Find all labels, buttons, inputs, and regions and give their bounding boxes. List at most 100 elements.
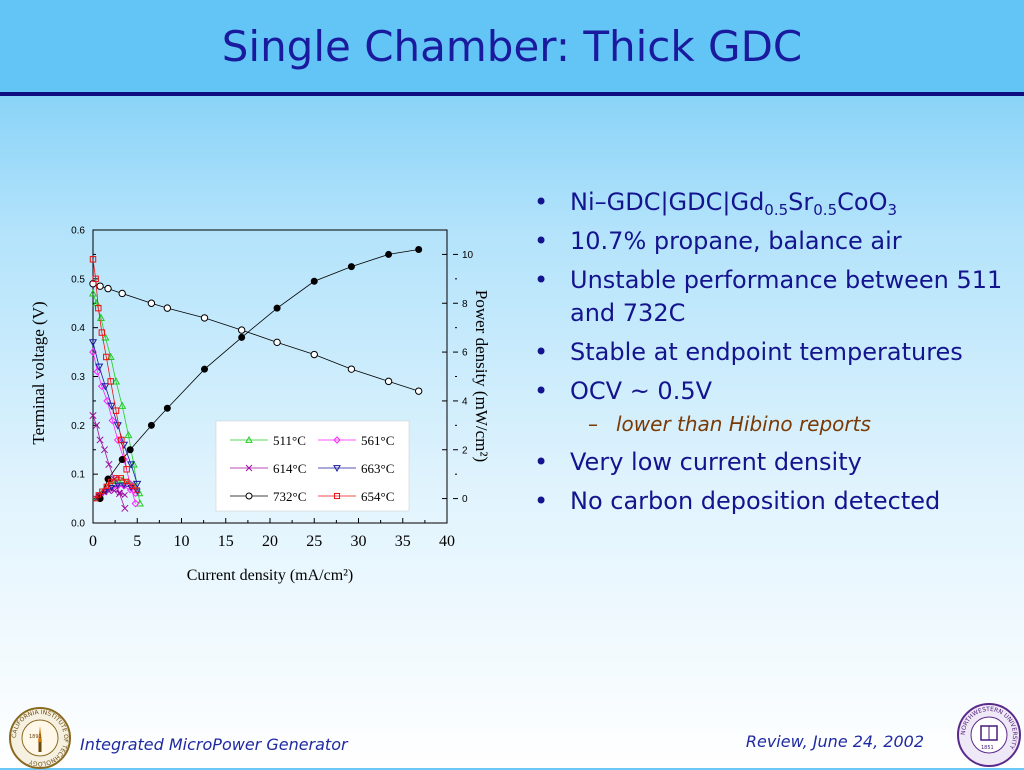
voltage-point-stroke xyxy=(89,412,97,420)
legend-label: 732°C xyxy=(273,489,306,504)
subscript: 0.5 xyxy=(764,201,789,219)
power-point xyxy=(147,421,155,429)
voltage-point xyxy=(111,377,121,385)
voltage-point xyxy=(95,304,102,312)
voltage-point xyxy=(103,353,110,361)
legend-label: 511°C xyxy=(273,433,306,448)
bullet: Unstable performance between 511 and 732… xyxy=(530,264,1020,330)
bullet: 10.7% propane, balance air xyxy=(530,225,1020,258)
voltage-point xyxy=(97,382,106,391)
voltage-point xyxy=(105,460,113,468)
power-point xyxy=(113,475,119,481)
voltage-point xyxy=(163,304,172,312)
x-tick-label: 0 xyxy=(89,533,97,550)
voltage-point-stroke xyxy=(121,504,129,512)
voltage-point xyxy=(124,430,133,439)
voltage-point xyxy=(112,407,120,414)
voltage-point xyxy=(118,401,127,409)
voltage-point xyxy=(93,367,102,376)
voltage-point xyxy=(88,289,98,297)
power-point xyxy=(99,488,105,494)
voltage-point xyxy=(414,387,423,395)
series-0 xyxy=(88,289,144,507)
x-axis-label: Current density (mA/cm²) xyxy=(187,567,354,584)
caltech-seal-year: 1891 xyxy=(29,734,42,740)
sub-bullet: lower than Hibino reports xyxy=(530,410,1020,438)
y2-tick-label: 8 xyxy=(462,299,468,310)
voltage-line xyxy=(92,259,128,470)
legend-marker xyxy=(245,492,253,500)
voltage-point xyxy=(118,436,125,444)
y-tick-label: 0.1 xyxy=(71,470,85,481)
legend-label: 561°C xyxy=(361,433,394,448)
power-point xyxy=(347,263,355,271)
power-point xyxy=(107,478,114,485)
voltage-point xyxy=(113,436,122,444)
voltage-point-stroke xyxy=(105,460,113,468)
voltage-point xyxy=(101,333,110,341)
voltage-point xyxy=(98,329,106,336)
bullet-list: Ni–GDC|GDC|Gd0.5Sr0.5CoO3 10.7% propane, … xyxy=(530,186,1020,524)
legend-label: 614°C xyxy=(273,461,306,476)
y-tick-label: 0.2 xyxy=(71,421,85,432)
power-point xyxy=(95,492,102,498)
voltage-point xyxy=(131,499,140,508)
x-tick-label: 30 xyxy=(351,533,367,550)
power-point xyxy=(126,446,134,454)
series-layer xyxy=(88,246,423,512)
y-tick-label: 0.5 xyxy=(71,274,85,285)
power-point xyxy=(385,250,393,258)
voltage-line xyxy=(92,351,136,504)
y2-tick-label: 2 xyxy=(462,445,468,456)
bullet: Ni–GDC|GDC|Gd0.5Sr0.5CoO3 xyxy=(530,186,1020,219)
power-point xyxy=(273,304,281,312)
voltage-point xyxy=(200,314,209,322)
series-4 xyxy=(89,246,423,503)
title-rule xyxy=(0,92,1024,96)
voltage-point xyxy=(118,289,126,298)
footer-right: Review, June 24, 2002 xyxy=(745,732,924,751)
voltage-point xyxy=(121,504,129,512)
voltage-point xyxy=(101,383,110,391)
legend-marker xyxy=(245,464,253,472)
x-tick-label: 35 xyxy=(395,533,411,550)
voltage-point xyxy=(237,326,246,334)
voltage-point-stroke xyxy=(100,446,109,454)
power-point xyxy=(136,490,144,497)
voltage-point xyxy=(273,338,281,347)
voltage-point xyxy=(347,365,356,373)
subscript: 3 xyxy=(887,201,898,219)
legend-marker xyxy=(333,465,341,473)
caltech-seal: CALIFORNIA INSTITUTE OF TECHNOLOGY 1891 xyxy=(9,707,71,769)
y-tick-label: 0.3 xyxy=(71,372,85,383)
subscript: 0.5 xyxy=(813,201,838,219)
x-tick-label: 40 xyxy=(439,533,455,550)
legend-marker xyxy=(245,435,253,443)
y2-axis-label: Power density (mW/cm²) xyxy=(472,290,491,462)
power-point xyxy=(133,488,141,495)
power-point xyxy=(134,487,140,493)
voltage-point xyxy=(92,421,101,429)
footer-left: Integrated MicroPower Generator xyxy=(80,735,348,754)
voltage-point xyxy=(89,412,97,420)
power-point-stroke xyxy=(116,489,123,496)
x-tick-label: 10 xyxy=(174,533,190,550)
series-5 xyxy=(89,256,140,502)
northwestern-seal-year: 1851 xyxy=(981,745,994,751)
x-tick-label: 20 xyxy=(262,533,278,550)
voltage-point xyxy=(89,256,97,263)
legend-marker-stroke xyxy=(245,464,253,472)
y2-tick-label: 0 xyxy=(462,494,468,505)
legend-marker xyxy=(333,436,341,444)
series-3 xyxy=(88,339,142,500)
voltage-point-stroke xyxy=(96,436,104,444)
torch-icon xyxy=(38,726,42,742)
power-point-stroke xyxy=(111,487,118,494)
voltage-line xyxy=(92,293,141,504)
voltage-point-stroke xyxy=(115,490,124,498)
voltage-point xyxy=(96,436,104,444)
voltage-point xyxy=(88,339,98,347)
axis-ticks: 0 5 10 15 20 25 30 35 40 0.0 0.1 0.2 0.3 0.4 0.5 0.6 0 2 4… xyxy=(71,226,473,551)
legend: 511°C 561°C 614°C 663°C 732°C 654°C xyxy=(215,420,410,512)
x-tick-label: 15 xyxy=(218,533,234,550)
